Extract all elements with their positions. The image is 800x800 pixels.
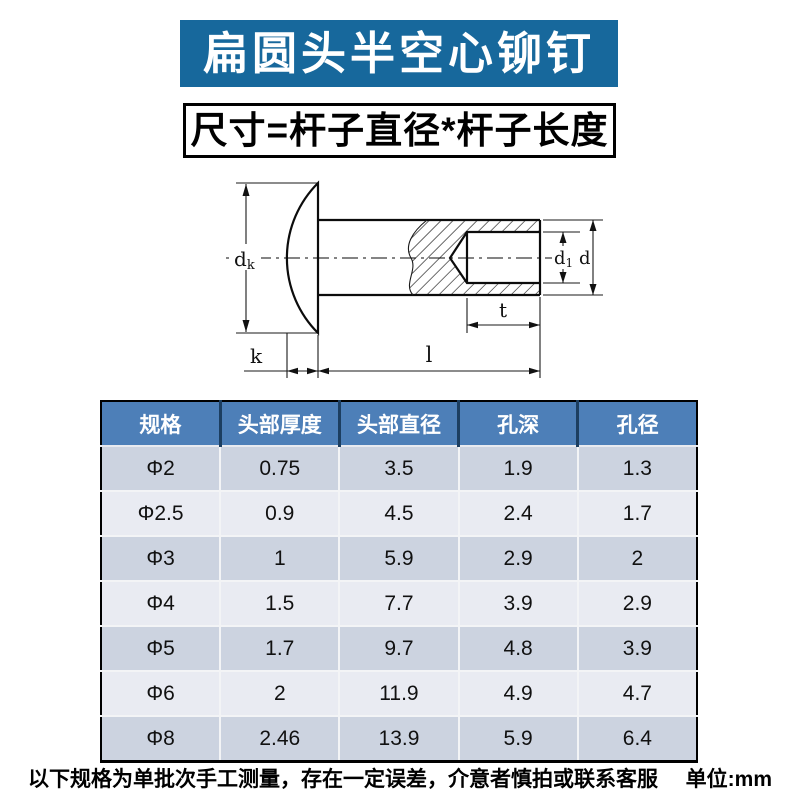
cell-value: 2 xyxy=(577,536,697,582)
cell-value: 3.9 xyxy=(458,581,579,627)
page-title: 扁圆头半空心铆钉 xyxy=(202,28,595,79)
label-hole-depth: t xyxy=(499,298,507,322)
title-banner: 扁圆头半空心铆钉 xyxy=(180,20,618,87)
label-shank-length: l xyxy=(426,343,433,367)
disclaimer-note: 以下规格为单批次手工测量，存在一定误差，介意者慎拍或联系客服 xyxy=(28,768,658,791)
cell-spec: Φ6 xyxy=(101,671,222,717)
table-row: Φ8 2.46 13.9 5.9 6.4 xyxy=(101,716,697,763)
size-formula-text: 尺寸=杆子直径*杆子长度 xyxy=(190,110,609,151)
cell-spec: Φ2 xyxy=(101,446,222,492)
cell-value: 1.5 xyxy=(220,581,341,627)
label-head-thickness: k xyxy=(250,344,263,368)
cell-value: 1.3 xyxy=(577,446,697,492)
svg-text:d1: d1 xyxy=(554,248,573,270)
spec-table: 规格 头部厚度 头部直径 孔深 孔径 Φ2 0.75 3.5 1.9 1.3 Φ… xyxy=(100,400,698,763)
size-formula-box: 尺寸=杆子直径*杆子长度 xyxy=(183,103,616,158)
col-header-head-diameter: 头部直径 xyxy=(339,401,461,447)
cell-value: 2 xyxy=(220,671,341,717)
cell-value: 5.9 xyxy=(339,536,460,582)
dim-head-diameter: dk xyxy=(229,182,317,334)
cell-spec: Φ4 xyxy=(101,581,222,627)
table-header-row: 规格 头部厚度 头部直径 孔深 孔径 xyxy=(101,401,697,447)
cell-value: 3.9 xyxy=(577,626,697,672)
cell-value: 13.9 xyxy=(339,716,460,763)
cell-value: 1.9 xyxy=(458,446,579,492)
col-header-spec: 规格 xyxy=(101,401,222,447)
dim-hole-diameter: d1 xyxy=(543,231,580,284)
cell-spec: Φ2.5 xyxy=(101,491,222,537)
cell-value: 11.9 xyxy=(339,671,460,717)
cell-value: 4.5 xyxy=(339,491,460,537)
break-line xyxy=(407,219,428,296)
label-shank-diameter: d xyxy=(579,248,591,269)
rivet-technical-drawing: dk k l t xyxy=(226,180,603,378)
cell-spec: Φ5 xyxy=(101,626,222,672)
table-row: Φ3 1 5.9 2.9 2 xyxy=(101,536,697,582)
section-hatching xyxy=(408,220,540,295)
col-header-head-thickness: 头部厚度 xyxy=(220,401,341,447)
dim-hole-depth: t xyxy=(466,298,540,333)
rivet-head-outline xyxy=(285,180,320,336)
table-row: Φ2.5 0.9 4.5 2.4 1.7 xyxy=(101,491,697,537)
cell-value: 1.7 xyxy=(220,626,341,672)
cell-value: 0.9 xyxy=(220,491,341,537)
cell-value: 9.7 xyxy=(339,626,460,672)
dim-shank-diameter: d xyxy=(543,219,603,296)
table-row: Φ6 2 11.9 4.9 4.7 xyxy=(101,671,697,717)
table-row: Φ2 0.75 3.5 1.9 1.3 xyxy=(101,446,697,492)
table-row: Φ5 1.7 9.7 4.8 3.9 xyxy=(101,626,697,672)
cell-value: 6.4 xyxy=(577,716,697,763)
col-header-hole-diameter: 孔径 xyxy=(577,401,697,447)
cell-value: 1 xyxy=(220,536,341,582)
col-header-hole-depth: 孔深 xyxy=(458,401,580,447)
cell-value: 7.7 xyxy=(339,581,460,627)
cell-spec: Φ3 xyxy=(101,536,222,582)
cell-value: 5.9 xyxy=(458,716,579,763)
cell-value: 2.9 xyxy=(458,536,579,582)
dim-head-thickness-and-length: k l xyxy=(244,297,541,378)
cell-value: 3.5 xyxy=(339,446,460,492)
cell-value: 2.9 xyxy=(577,581,697,627)
cell-value: 4.7 xyxy=(577,671,697,717)
bore-outline xyxy=(448,230,540,285)
cell-value: 0.75 xyxy=(220,446,341,492)
svg-text:dk: dk xyxy=(234,247,255,273)
cell-value: 2.4 xyxy=(458,491,579,537)
cell-value: 4.9 xyxy=(458,671,579,717)
cell-value: 4.8 xyxy=(458,626,579,672)
unit-label: 单位:mm xyxy=(685,768,772,791)
cell-value: 1.7 xyxy=(577,491,697,537)
cell-spec: Φ8 xyxy=(101,716,222,763)
cell-value: 2.46 xyxy=(220,716,341,763)
table-row: Φ4 1.5 7.7 3.9 2.9 xyxy=(101,581,697,627)
